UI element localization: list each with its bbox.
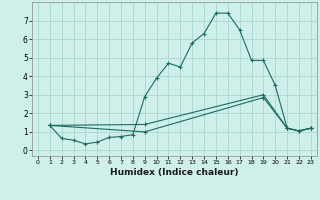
X-axis label: Humidex (Indice chaleur): Humidex (Indice chaleur) (110, 168, 239, 177)
